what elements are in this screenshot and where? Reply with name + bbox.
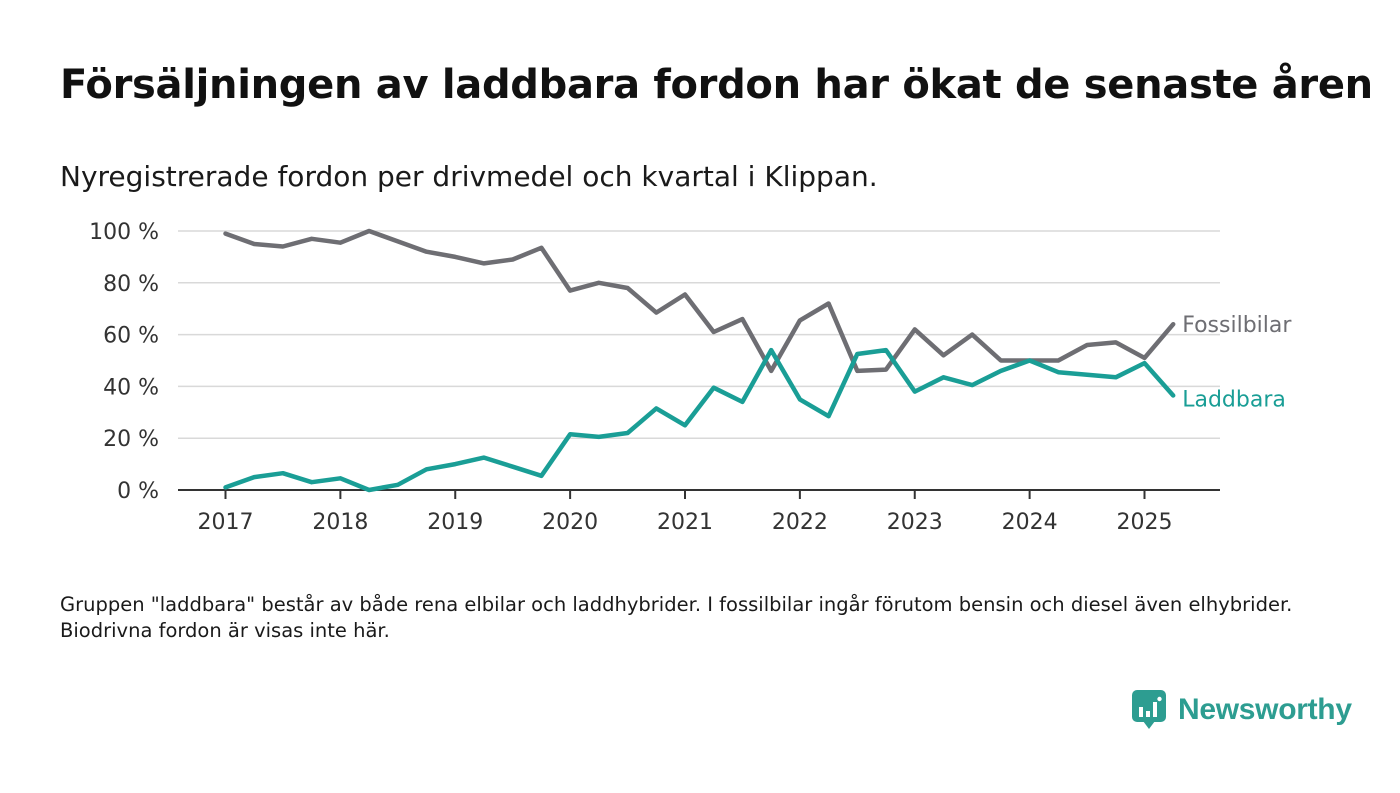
data-point [281, 245, 285, 248]
chart-subtitle: Nyregistrerade fordon per drivmedel och … [60, 160, 878, 193]
x-tick-label: 2021 [657, 510, 713, 535]
data-point [1172, 323, 1175, 326]
y-tick-label: 100 % [89, 220, 159, 245]
data-point [482, 262, 486, 265]
data-point [683, 293, 687, 296]
data-point [655, 311, 658, 314]
data-point [1085, 343, 1089, 347]
y-tick-label: 80 % [103, 272, 159, 297]
data-point [425, 468, 428, 471]
series-line-fossilbilar [223, 228, 1176, 374]
x-tick-label: 2022 [772, 510, 828, 535]
data-point [970, 333, 974, 336]
data-point [712, 330, 715, 334]
data-point [597, 281, 601, 284]
data-point [856, 352, 859, 356]
series-label: Laddbara [1182, 387, 1286, 412]
data-point [425, 250, 428, 253]
data-point [540, 246, 543, 250]
y-tick-label: 60 % [103, 324, 159, 349]
data-point [568, 433, 572, 436]
data-point [339, 241, 342, 244]
data-point [511, 465, 514, 468]
data-point [913, 328, 916, 331]
x-tick-label: 2025 [1117, 510, 1173, 535]
data-point [310, 237, 313, 240]
data-point [769, 369, 773, 373]
data-point [281, 471, 285, 475]
data-point [1143, 356, 1146, 360]
x-tick-label: 2019 [427, 510, 483, 535]
data-point [454, 255, 457, 259]
data-point [827, 302, 830, 305]
data-point [942, 376, 945, 379]
data-point [999, 369, 1003, 373]
data-point [1114, 376, 1117, 379]
data-point [913, 390, 916, 393]
y-tick-label: 0 % [117, 479, 159, 504]
data-point [769, 348, 773, 352]
x-tick-label: 2017 [198, 510, 254, 535]
data-point [1057, 359, 1060, 362]
data-point [1085, 373, 1089, 376]
series-line-laddbara [223, 347, 1176, 493]
data-point [224, 486, 227, 489]
brand-name: Newsworthy [1178, 693, 1352, 726]
data-point [626, 286, 629, 290]
y-tick-label: 20 % [103, 427, 159, 452]
data-point [884, 368, 888, 371]
data-point [396, 240, 400, 243]
data-point [396, 483, 400, 487]
data-point [1172, 394, 1175, 397]
x-tick-label: 2023 [887, 510, 943, 535]
data-point [798, 398, 802, 401]
data-point [942, 354, 945, 357]
chart-title: Försäljningen av laddbara fordon har öka… [60, 62, 1373, 108]
newsworthy-logo-icon [1132, 690, 1166, 729]
data-point [999, 359, 1003, 362]
data-point [970, 383, 974, 387]
data-point [310, 481, 313, 484]
data-point [1143, 361, 1146, 365]
data-point [568, 289, 572, 292]
data-point [1028, 359, 1031, 362]
x-tick-label: 2018 [312, 510, 368, 535]
data-point [253, 242, 256, 246]
data-point [1057, 370, 1060, 374]
data-point [224, 232, 227, 235]
data-point [454, 462, 457, 466]
data-point [1114, 341, 1117, 344]
data-point [339, 477, 342, 480]
data-point [856, 369, 859, 373]
data-point [367, 488, 371, 492]
data-point [884, 348, 888, 352]
y-tick-label: 40 % [103, 375, 159, 400]
x-tick-label: 2020 [542, 510, 598, 535]
data-point [827, 414, 830, 418]
data-point [367, 229, 371, 233]
data-point [798, 319, 802, 322]
brand-logo: Newsworthy [1132, 690, 1352, 730]
data-point [597, 435, 601, 439]
data-point [482, 456, 486, 459]
data-point [540, 474, 543, 477]
line-chart: 0 % 20 % 40 % 60 % 80 % 100 % 2017 2018 2019 2020… [89, 220, 1292, 535]
data-point [712, 386, 715, 389]
data-point [741, 400, 744, 404]
series-label: Fossilbilar [1182, 313, 1292, 338]
data-point [511, 258, 514, 261]
data-point [253, 475, 256, 479]
data-point [741, 317, 744, 321]
data-point [655, 407, 658, 410]
footnote: Gruppen "laddbara" består av både rena e… [60, 593, 1293, 642]
x-tick-label: 2024 [1002, 510, 1058, 535]
data-point [683, 424, 687, 427]
data-point [626, 431, 629, 435]
